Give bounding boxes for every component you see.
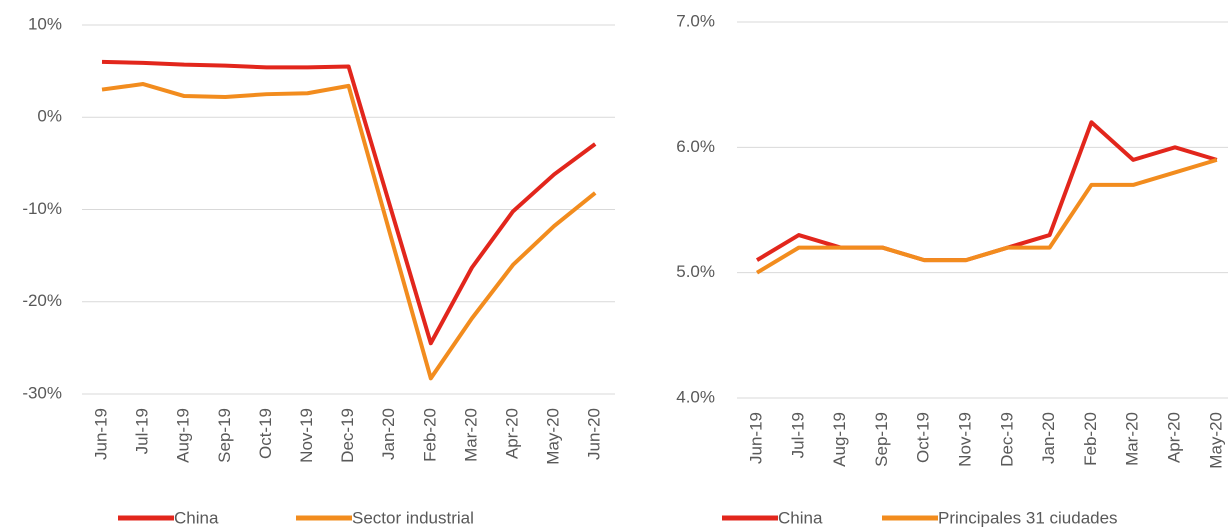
series-line <box>101 59 597 346</box>
x-tick-label: Sep-19 <box>215 408 234 463</box>
x-tick-label: Dec-19 <box>338 408 357 463</box>
y-tick-label: 0% <box>37 107 62 126</box>
x-tick-label: Dec-19 <box>997 412 1016 467</box>
x-tick-label: Apr-20 <box>1164 412 1183 463</box>
y-tick-label: -10% <box>22 199 62 218</box>
x-tick-label: Jun-20 <box>585 408 604 460</box>
y-tick-label: 10% <box>28 14 62 33</box>
y-tick-label: -20% <box>22 291 62 310</box>
x-tick-label: Apr-20 <box>502 408 521 459</box>
x-tick-label: May-20 <box>544 408 563 465</box>
x-tick-label: Jul-19 <box>788 412 807 458</box>
y-tick-label: 5.0% <box>676 262 715 281</box>
series-line <box>101 82 597 381</box>
x-tick-label: Jan-20 <box>379 408 398 460</box>
y-tick-label: 7.0% <box>676 11 715 30</box>
y-tick-label: 6.0% <box>676 137 715 156</box>
x-tick-label: Sep-19 <box>872 412 891 467</box>
legend-label: China <box>174 508 219 527</box>
x-tick-label: May-20 <box>1206 412 1225 469</box>
x-tick-label: Oct-19 <box>256 408 275 459</box>
x-tick-label: Jun-19 <box>746 412 765 464</box>
x-tick-label: Jul-19 <box>133 408 152 454</box>
legend-label: Sector industrial <box>352 508 474 527</box>
x-tick-label: Mar-20 <box>461 408 480 462</box>
x-tick-label: Jun-19 <box>91 408 110 460</box>
legend-label: China <box>778 508 823 527</box>
x-tick-label: Nov-19 <box>955 412 974 467</box>
y-tick-label: -30% <box>22 383 62 402</box>
x-tick-label: Jan-20 <box>1039 412 1058 464</box>
legend-label: Principales 31 ciudades <box>938 508 1118 527</box>
series-line <box>755 157 1218 275</box>
x-tick-label: Aug-19 <box>830 412 849 467</box>
series-line <box>755 120 1218 263</box>
x-tick-label: Oct-19 <box>914 412 933 463</box>
x-tick-label: Mar-20 <box>1123 412 1142 466</box>
x-tick-label: Nov-19 <box>297 408 316 463</box>
y-tick-label: 4.0% <box>676 387 715 406</box>
x-tick-label: Aug-19 <box>174 408 193 463</box>
x-tick-label: Feb-20 <box>420 408 439 462</box>
x-tick-label: Feb-20 <box>1081 412 1100 466</box>
